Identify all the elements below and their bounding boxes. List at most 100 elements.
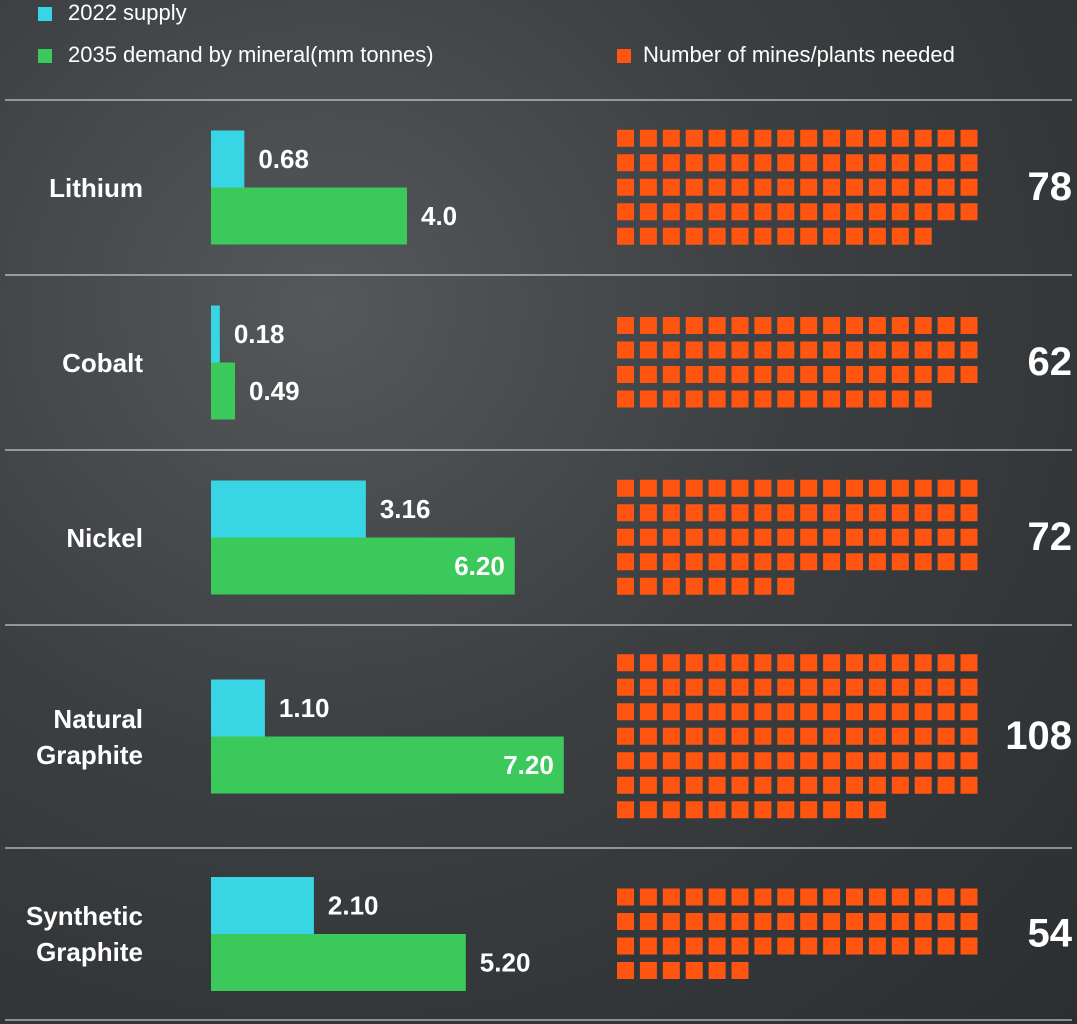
waffle-square [663, 529, 680, 546]
waffle-square [800, 728, 817, 745]
waffle-square [823, 703, 840, 720]
waffle [617, 889, 978, 980]
waffle-square [754, 938, 771, 955]
waffle-square [617, 342, 634, 359]
waffle-square [732, 317, 749, 334]
waffle-square [777, 154, 794, 171]
waffle-square [640, 728, 657, 745]
waffle-square [846, 529, 863, 546]
waffle-square [915, 342, 932, 359]
waffle-square [709, 228, 726, 245]
waffle-square [686, 801, 703, 818]
waffle-square [686, 703, 703, 720]
waffle-square [823, 391, 840, 408]
waffle-square [686, 366, 703, 383]
waffle-square [869, 366, 886, 383]
waffle-square [640, 228, 657, 245]
waffle-square [709, 342, 726, 359]
waffle-square [823, 913, 840, 930]
waffle-square [754, 777, 771, 794]
waffle-square [800, 366, 817, 383]
waffle-square [846, 679, 863, 696]
waffle-square [617, 553, 634, 570]
waffle-square [732, 553, 749, 570]
waffle-square [663, 654, 680, 671]
waffle-square [709, 553, 726, 570]
waffle-square [754, 130, 771, 147]
waffle-square [869, 317, 886, 334]
value-label: 1.10 [279, 693, 330, 723]
waffle-square [686, 913, 703, 930]
waffle-square [732, 578, 749, 595]
waffle-square [892, 154, 909, 171]
waffle-square [732, 777, 749, 794]
waffle-square [800, 504, 817, 521]
waffle-square [709, 130, 726, 147]
waffle-square [732, 529, 749, 546]
waffle-square [869, 889, 886, 906]
waffle-square [800, 179, 817, 196]
waffle-square [961, 913, 978, 930]
waffle-square [663, 777, 680, 794]
waffle-square [915, 703, 932, 720]
waffle-square [732, 654, 749, 671]
waffle-square [892, 480, 909, 497]
waffle [617, 130, 978, 245]
waffle-square [961, 938, 978, 955]
waffle-square [800, 342, 817, 359]
waffle-square [617, 913, 634, 930]
waffle-square [777, 654, 794, 671]
waffle-square [663, 366, 680, 383]
waffle-square [709, 317, 726, 334]
waffle-square [686, 179, 703, 196]
legend-swatch [38, 7, 52, 21]
bar [211, 363, 235, 420]
waffle-square [732, 679, 749, 696]
waffle-square [777, 342, 794, 359]
category-label: Nickel [0, 520, 143, 556]
waffle-square [938, 203, 955, 220]
infographic: 2022 supply2035 demand by mineral(mm ton… [0, 0, 1077, 1024]
waffle-square [686, 679, 703, 696]
waffle-square [800, 480, 817, 497]
waffle-square [663, 130, 680, 147]
waffle-square [823, 529, 840, 546]
waffle-square [915, 777, 932, 794]
waffle-square [938, 752, 955, 769]
waffle-square [938, 889, 955, 906]
waffle-square [732, 728, 749, 745]
waffle-square [709, 801, 726, 818]
waffle-square [640, 391, 657, 408]
waffle-square [800, 889, 817, 906]
waffle-square [709, 777, 726, 794]
waffle-square [686, 480, 703, 497]
waffle-square [640, 889, 657, 906]
waffle-square [800, 679, 817, 696]
waffle-square [892, 654, 909, 671]
waffle-square [938, 154, 955, 171]
waffle-square [754, 203, 771, 220]
waffle-square [915, 228, 932, 245]
waffle-square [754, 801, 771, 818]
waffle-square [640, 553, 657, 570]
waffle-square [617, 889, 634, 906]
waffle-square [754, 179, 771, 196]
waffle-square [915, 913, 932, 930]
chart: 2022 supply2035 demand by mineral(mm ton… [0, 0, 1077, 1024]
waffle-square [869, 504, 886, 521]
waffle-square [869, 203, 886, 220]
waffle-square [892, 529, 909, 546]
waffle-square [892, 391, 909, 408]
waffle-square [732, 889, 749, 906]
waffle-square [709, 391, 726, 408]
waffle-square [915, 366, 932, 383]
waffle-square [846, 130, 863, 147]
waffle-square [686, 504, 703, 521]
waffle-square [938, 480, 955, 497]
waffle-square [617, 391, 634, 408]
waffle-square [686, 889, 703, 906]
waffle-square [823, 504, 840, 521]
waffle-square [663, 228, 680, 245]
waffle-square [686, 203, 703, 220]
waffle-square [823, 654, 840, 671]
